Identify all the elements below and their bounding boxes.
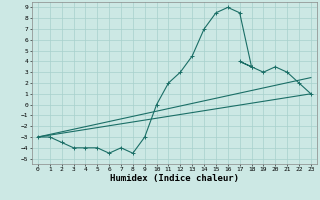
X-axis label: Humidex (Indice chaleur): Humidex (Indice chaleur) — [110, 174, 239, 183]
